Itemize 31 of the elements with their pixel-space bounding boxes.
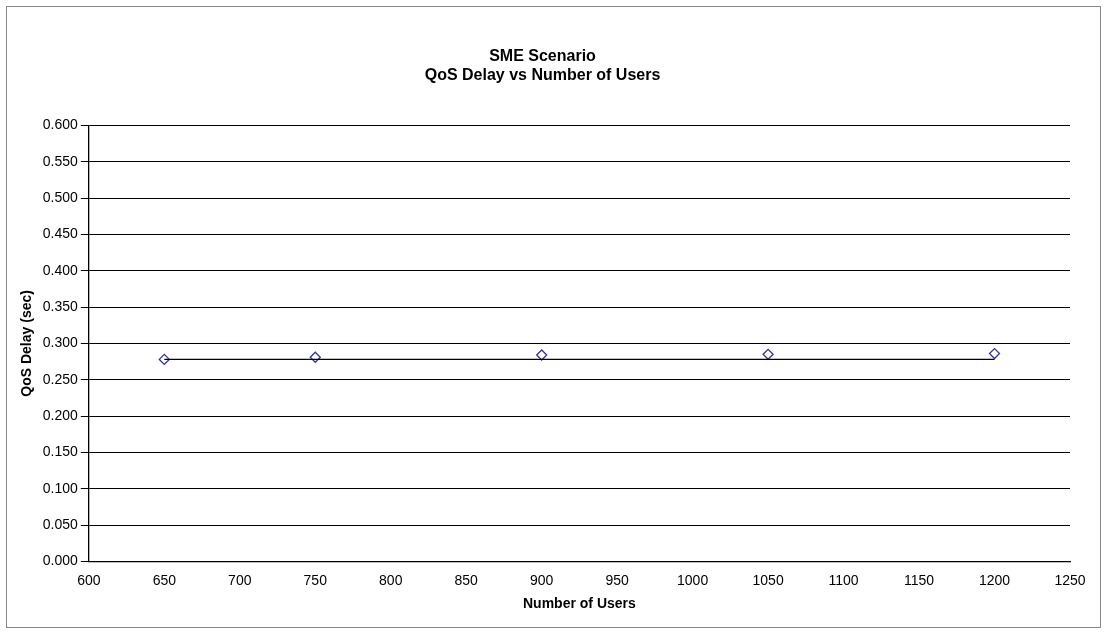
x-tick-label: 900 bbox=[530, 571, 554, 588]
y-tick-label: 0.200 bbox=[42, 406, 79, 423]
y-tick-label: 0.000 bbox=[42, 552, 79, 569]
x-tick-label: 1000 bbox=[677, 571, 709, 588]
y-tick-label: 0.050 bbox=[42, 515, 79, 532]
x-tick-label: 800 bbox=[379, 571, 403, 588]
x-tick-label: 1100 bbox=[828, 571, 859, 588]
y-tick-label: 0.250 bbox=[42, 370, 79, 387]
x-tick-label: 750 bbox=[303, 571, 328, 588]
x-tick-label: 850 bbox=[454, 571, 479, 588]
y-tick-label: 0.550 bbox=[42, 152, 79, 169]
y-tick-label: 0.100 bbox=[42, 479, 79, 496]
y-tick-label: 0.300 bbox=[42, 334, 79, 351]
y-tick-label: 0.450 bbox=[42, 225, 79, 242]
y-tick-label: 0.350 bbox=[42, 297, 79, 314]
x-tick-label: 1200 bbox=[978, 571, 1011, 588]
x-tick-label: 950 bbox=[605, 571, 630, 588]
x-tick-label: 600 bbox=[77, 571, 101, 588]
y-tick-label: 0.600 bbox=[42, 116, 79, 133]
x-tick-label: 1050 bbox=[752, 571, 784, 588]
x-tick-label: 650 bbox=[152, 571, 177, 588]
chart-title: SME Scenario bbox=[489, 47, 597, 65]
x-tick-label: 1150 bbox=[904, 571, 935, 588]
x-tick-label: 1250 bbox=[1054, 571, 1086, 588]
x-tick-label: 700 bbox=[228, 571, 252, 588]
chart-subtitle: QoS Delay vs Number of Users bbox=[424, 66, 661, 84]
y-tick-label: 0.150 bbox=[42, 443, 79, 460]
y-tick-label: 0.500 bbox=[42, 188, 79, 205]
x-axis-title: Number of Users bbox=[523, 595, 637, 612]
y-tick-label: 0.400 bbox=[42, 261, 79, 278]
y-axis-title: QoS Delay (sec) bbox=[18, 290, 35, 397]
